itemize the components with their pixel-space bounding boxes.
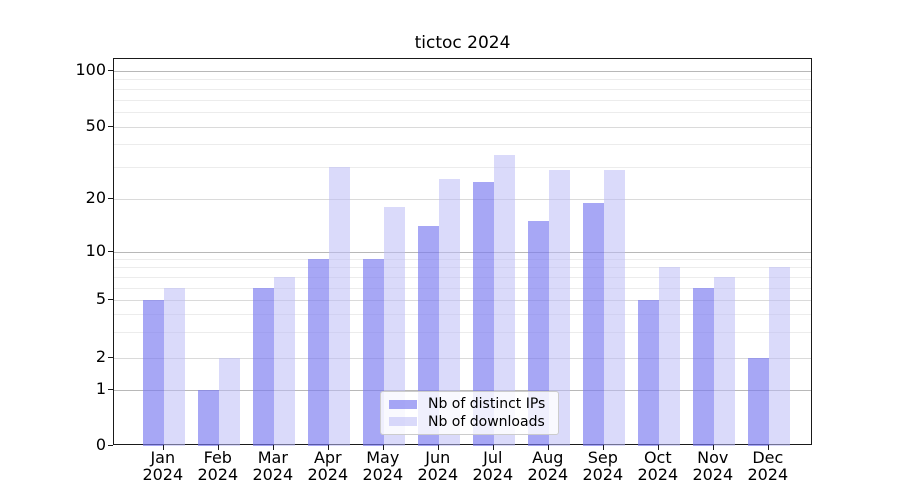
bar-distinct-ips-may [362,259,384,446]
x-tick-label-apr: Apr 2024 [307,448,349,484]
bar-distinct-ips-sep [582,203,604,446]
x-tick-mark [712,445,714,450]
y-tick-mark [108,388,113,390]
gridline-5 [114,300,811,302]
bar-downloads-sep [603,169,625,446]
bar-downloads-oct [658,267,680,446]
y-tick-label-0: 0 [95,435,106,454]
x-tick-label-nov: Nov 2024 [692,448,734,484]
x-tick-mark [382,445,384,450]
y-tick-mark [108,70,113,71]
x-tick-mark [162,445,164,450]
legend-swatch-downloads [389,417,417,427]
bar-downloads-jan [163,287,185,446]
plot-area [113,58,812,446]
bar-downloads-jun [438,178,460,446]
x-tick-mark [327,445,329,450]
legend: Nb of distinct IPs Nb of downloads [380,391,559,435]
x-tick-mark [657,445,659,450]
gridline-70 [114,99,811,101]
x-tick-label-mar: Mar 2024 [252,448,294,484]
bar-distinct-ips-dec [747,357,769,446]
x-tick-mark [437,445,439,450]
x-tick-label-jan: Jan 2024 [142,448,184,484]
x-tick-label-may: May 2024 [362,448,404,484]
x-tick-label-jun: Jun 2024 [417,448,459,484]
y-tick-label-2: 2 [95,346,106,366]
bar-distinct-ips-oct [637,300,659,446]
y-tick-mark [108,445,113,446]
x-tick-mark [492,445,494,450]
x-tick-mark [272,445,274,450]
bar-downloads-mar [273,276,295,446]
x-tick-label-feb: Feb 2024 [197,448,239,484]
gridline-9 [114,259,811,261]
x-tick-label-jul: Jul 2024 [472,448,514,484]
bar-distinct-ips-apr [307,259,329,446]
y-tick-label-10: 10 [85,240,106,260]
bar-downloads-jul [493,154,515,446]
x-tick-mark [547,445,549,450]
gridlines-layer [114,59,811,444]
y-tick-label-5: 5 [95,289,106,309]
bar-downloads-feb [218,357,240,446]
gridline-40 [114,144,811,146]
legend-swatch-distinct-ips [389,399,417,409]
gridline-100 [114,71,811,72]
x-tick-label-aug: Aug 2024 [527,448,569,484]
gridline-80 [114,88,811,90]
bar-downloads-nov [713,276,735,446]
x-tick-mark [767,445,769,450]
bar-downloads-dec [768,267,790,446]
bars-layer [114,59,811,446]
y-tick-mark [108,125,113,127]
bar-distinct-ips-jul [472,181,494,446]
gridline-30 [114,167,811,169]
y-tick-mark [108,198,113,200]
y-tick-label-20: 20 [85,188,106,208]
gridline-10 [114,251,811,253]
gridline-6 [114,287,811,289]
y-tick-label-1: 1 [95,378,106,398]
gridline-60 [114,112,811,114]
y-tick-label-50: 50 [85,115,106,135]
gridline-1 [114,389,811,391]
legend-label-distinct-ips: Nb of distinct IPs [428,396,546,413]
x-tick-mark [602,445,604,450]
legend-label-downloads: Nb of downloads [428,413,545,430]
bar-distinct-ips-feb [197,389,219,446]
gridline-8 [114,267,811,269]
bar-downloads-aug [548,169,570,446]
chart-title: tictoc 2024 [414,33,511,53]
y-tick-label-100: 100 [75,60,106,79]
bar-distinct-ips-jan [142,300,164,446]
x-tick-label-oct: Oct 2024 [637,448,679,484]
y-tick-mark [108,356,113,358]
gridline-50 [114,126,811,128]
bar-downloads-apr [328,167,350,446]
y-tick-mark [108,250,113,252]
bar-downloads-may [383,207,405,446]
gridline-7 [114,276,811,278]
x-tick-label-dec: Dec 2024 [747,448,789,484]
bar-distinct-ips-mar [252,287,274,446]
x-tick-label-sep: Sep 2024 [582,448,624,484]
legend-row-distinct-ips: Nb of distinct IPs [389,396,550,412]
legend-row-downloads: Nb of downloads [389,414,550,430]
y-tick-mark [108,299,113,301]
gridline-20 [114,199,811,201]
gridline-90 [114,79,811,81]
x-tick-mark [217,445,219,450]
bar-distinct-ips-aug [527,221,549,446]
bar-distinct-ips-nov [692,287,714,446]
gridline-4 [114,314,811,316]
gridline-2 [114,357,811,359]
gridline-3 [114,332,811,334]
